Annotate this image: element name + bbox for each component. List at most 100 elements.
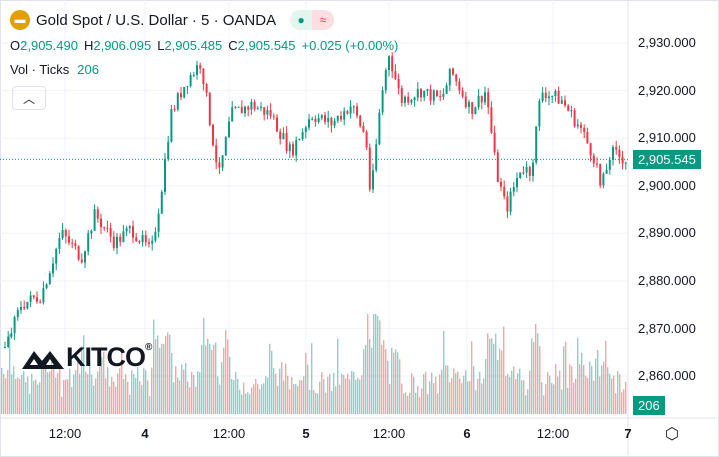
candle-body (205, 84, 208, 93)
volume-bar (607, 367, 609, 414)
volume-bar (615, 393, 617, 414)
candle-body (141, 235, 144, 243)
collapse-legend-button[interactable]: ︿ (12, 86, 46, 110)
volume-bar (193, 375, 195, 414)
candle-body (442, 93, 445, 97)
settings-icon[interactable]: ⬡ (665, 426, 679, 443)
volume-bar (525, 395, 527, 414)
close-label: C (228, 38, 238, 53)
candle-body (176, 93, 179, 110)
time-tick: 12:00 (212, 426, 246, 441)
volume-bar (537, 333, 539, 414)
volume-bar (353, 371, 355, 414)
candle-body (4, 347, 6, 349)
time-tick: 6 (463, 426, 471, 441)
wave-icon[interactable]: ≈ (312, 10, 335, 30)
volume-bar (503, 326, 505, 414)
volume-bar (441, 369, 443, 414)
volume-bar (195, 386, 197, 414)
candle-body (602, 173, 605, 186)
volume-bar (491, 338, 493, 414)
volume-bar (61, 396, 63, 414)
candle-body (215, 145, 218, 163)
candle-body (519, 172, 522, 178)
volume-bar (263, 383, 265, 414)
candle-body (170, 109, 173, 142)
volume-bar (245, 393, 247, 414)
volume-bar (91, 374, 93, 414)
volume-bar (9, 333, 11, 414)
volume-bar (605, 340, 607, 414)
volume-bar (403, 393, 405, 414)
volume-bar (413, 376, 415, 414)
volume-bar (583, 365, 585, 414)
volume-bar (127, 381, 129, 414)
volume-bar (623, 389, 625, 414)
volume-bar (105, 378, 107, 414)
candle-body (96, 209, 99, 219)
volume-bar (435, 376, 437, 414)
volume-bar (421, 388, 423, 414)
candle-body (416, 89, 419, 98)
candle-body (512, 187, 515, 192)
volume-bar (539, 346, 541, 414)
candle-body (272, 116, 275, 118)
volume-bar (295, 383, 297, 414)
last-price-tag: 2,905.545 (633, 150, 701, 169)
chevron-up-icon: ︿ (22, 91, 35, 106)
market-open-icon[interactable]: ● (290, 10, 313, 30)
candle-body (599, 163, 602, 186)
volume-bar (37, 384, 39, 414)
volume-label[interactable]: Vol · Ticks (10, 62, 70, 77)
volume-bar (621, 392, 623, 414)
volume-bar (417, 385, 419, 414)
candle-body (52, 263, 54, 274)
price-tick: 2,860.000 (638, 368, 696, 384)
candle-body (592, 155, 595, 164)
gold-bars-icon: ▬ (10, 10, 30, 30)
candle-body (362, 126, 365, 132)
volume-bar (549, 375, 551, 414)
volume-bar (119, 368, 121, 414)
candle-body (448, 68, 451, 86)
candle-body (93, 209, 96, 231)
volume-bar (311, 343, 313, 414)
candle-body (468, 102, 470, 108)
volume-bar (425, 371, 427, 414)
candle-body (106, 227, 109, 229)
volume-bar (513, 366, 515, 414)
volume-bar (253, 384, 255, 414)
symbol-title[interactable]: Gold Spot / U.S. Dollar · 5 · OANDA (36, 11, 277, 29)
volume-bar (515, 379, 517, 414)
volume-bar (63, 379, 65, 414)
volume-bar (169, 334, 171, 414)
volume-legend: Vol · Ticks 206 (10, 62, 99, 77)
price-tick: 2,930.000 (638, 35, 696, 50)
volume-bar (251, 387, 253, 414)
candle-body (580, 124, 582, 128)
volume-bar (547, 372, 549, 414)
candle-body (458, 81, 461, 91)
volume-bar (97, 371, 99, 414)
volume-bar (383, 340, 385, 414)
volume-bar (581, 352, 583, 414)
status-pills: ● ≈ (290, 10, 335, 30)
volume-bar (149, 396, 151, 414)
candle-body (576, 124, 579, 127)
candle-body (202, 68, 205, 85)
volume-bar (19, 378, 21, 414)
candle-body (244, 106, 246, 114)
volume-bar (189, 387, 191, 414)
candle-body (516, 177, 518, 188)
candle-body (228, 121, 230, 138)
candle-body (68, 236, 70, 243)
candle-body (551, 96, 554, 98)
volume-bar (457, 371, 459, 414)
candle-body (381, 90, 384, 113)
volume-bar (475, 390, 477, 414)
volume-bar (609, 373, 611, 414)
volume-bar (135, 377, 137, 414)
candle-body (266, 110, 269, 115)
kitco-logo-icon (22, 350, 64, 369)
